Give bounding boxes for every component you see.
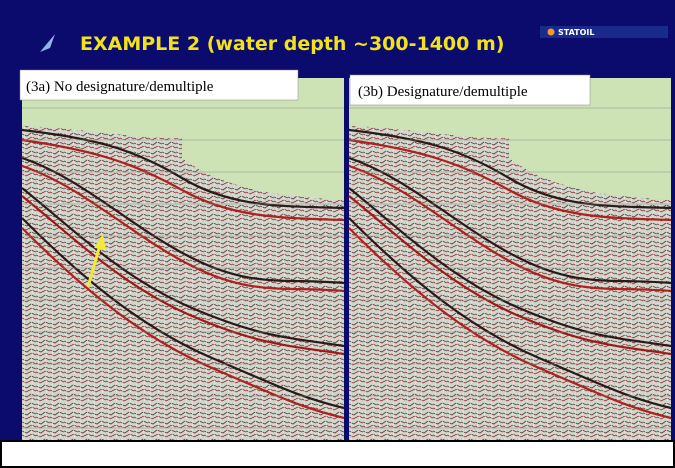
panel-label: (3b) Designature/demultiple [358,84,528,100]
company-logo: STATOIL [558,28,595,37]
panel-label: (3a) No designature/demultiple [26,79,214,95]
caption-box [1,441,674,467]
logo-dot [548,29,555,36]
slide-canvas: EXAMPLE 2 (water depth ~300-1400 m) STAT… [0,0,675,468]
slide-title: EXAMPLE 2 (water depth ~300-1400 m) [80,33,504,55]
slide: EXAMPLE 2 (water depth ~300-1400 m) STAT… [0,0,675,468]
seismic-panel-right [349,78,671,440]
seismic-panel-left [22,78,344,440]
